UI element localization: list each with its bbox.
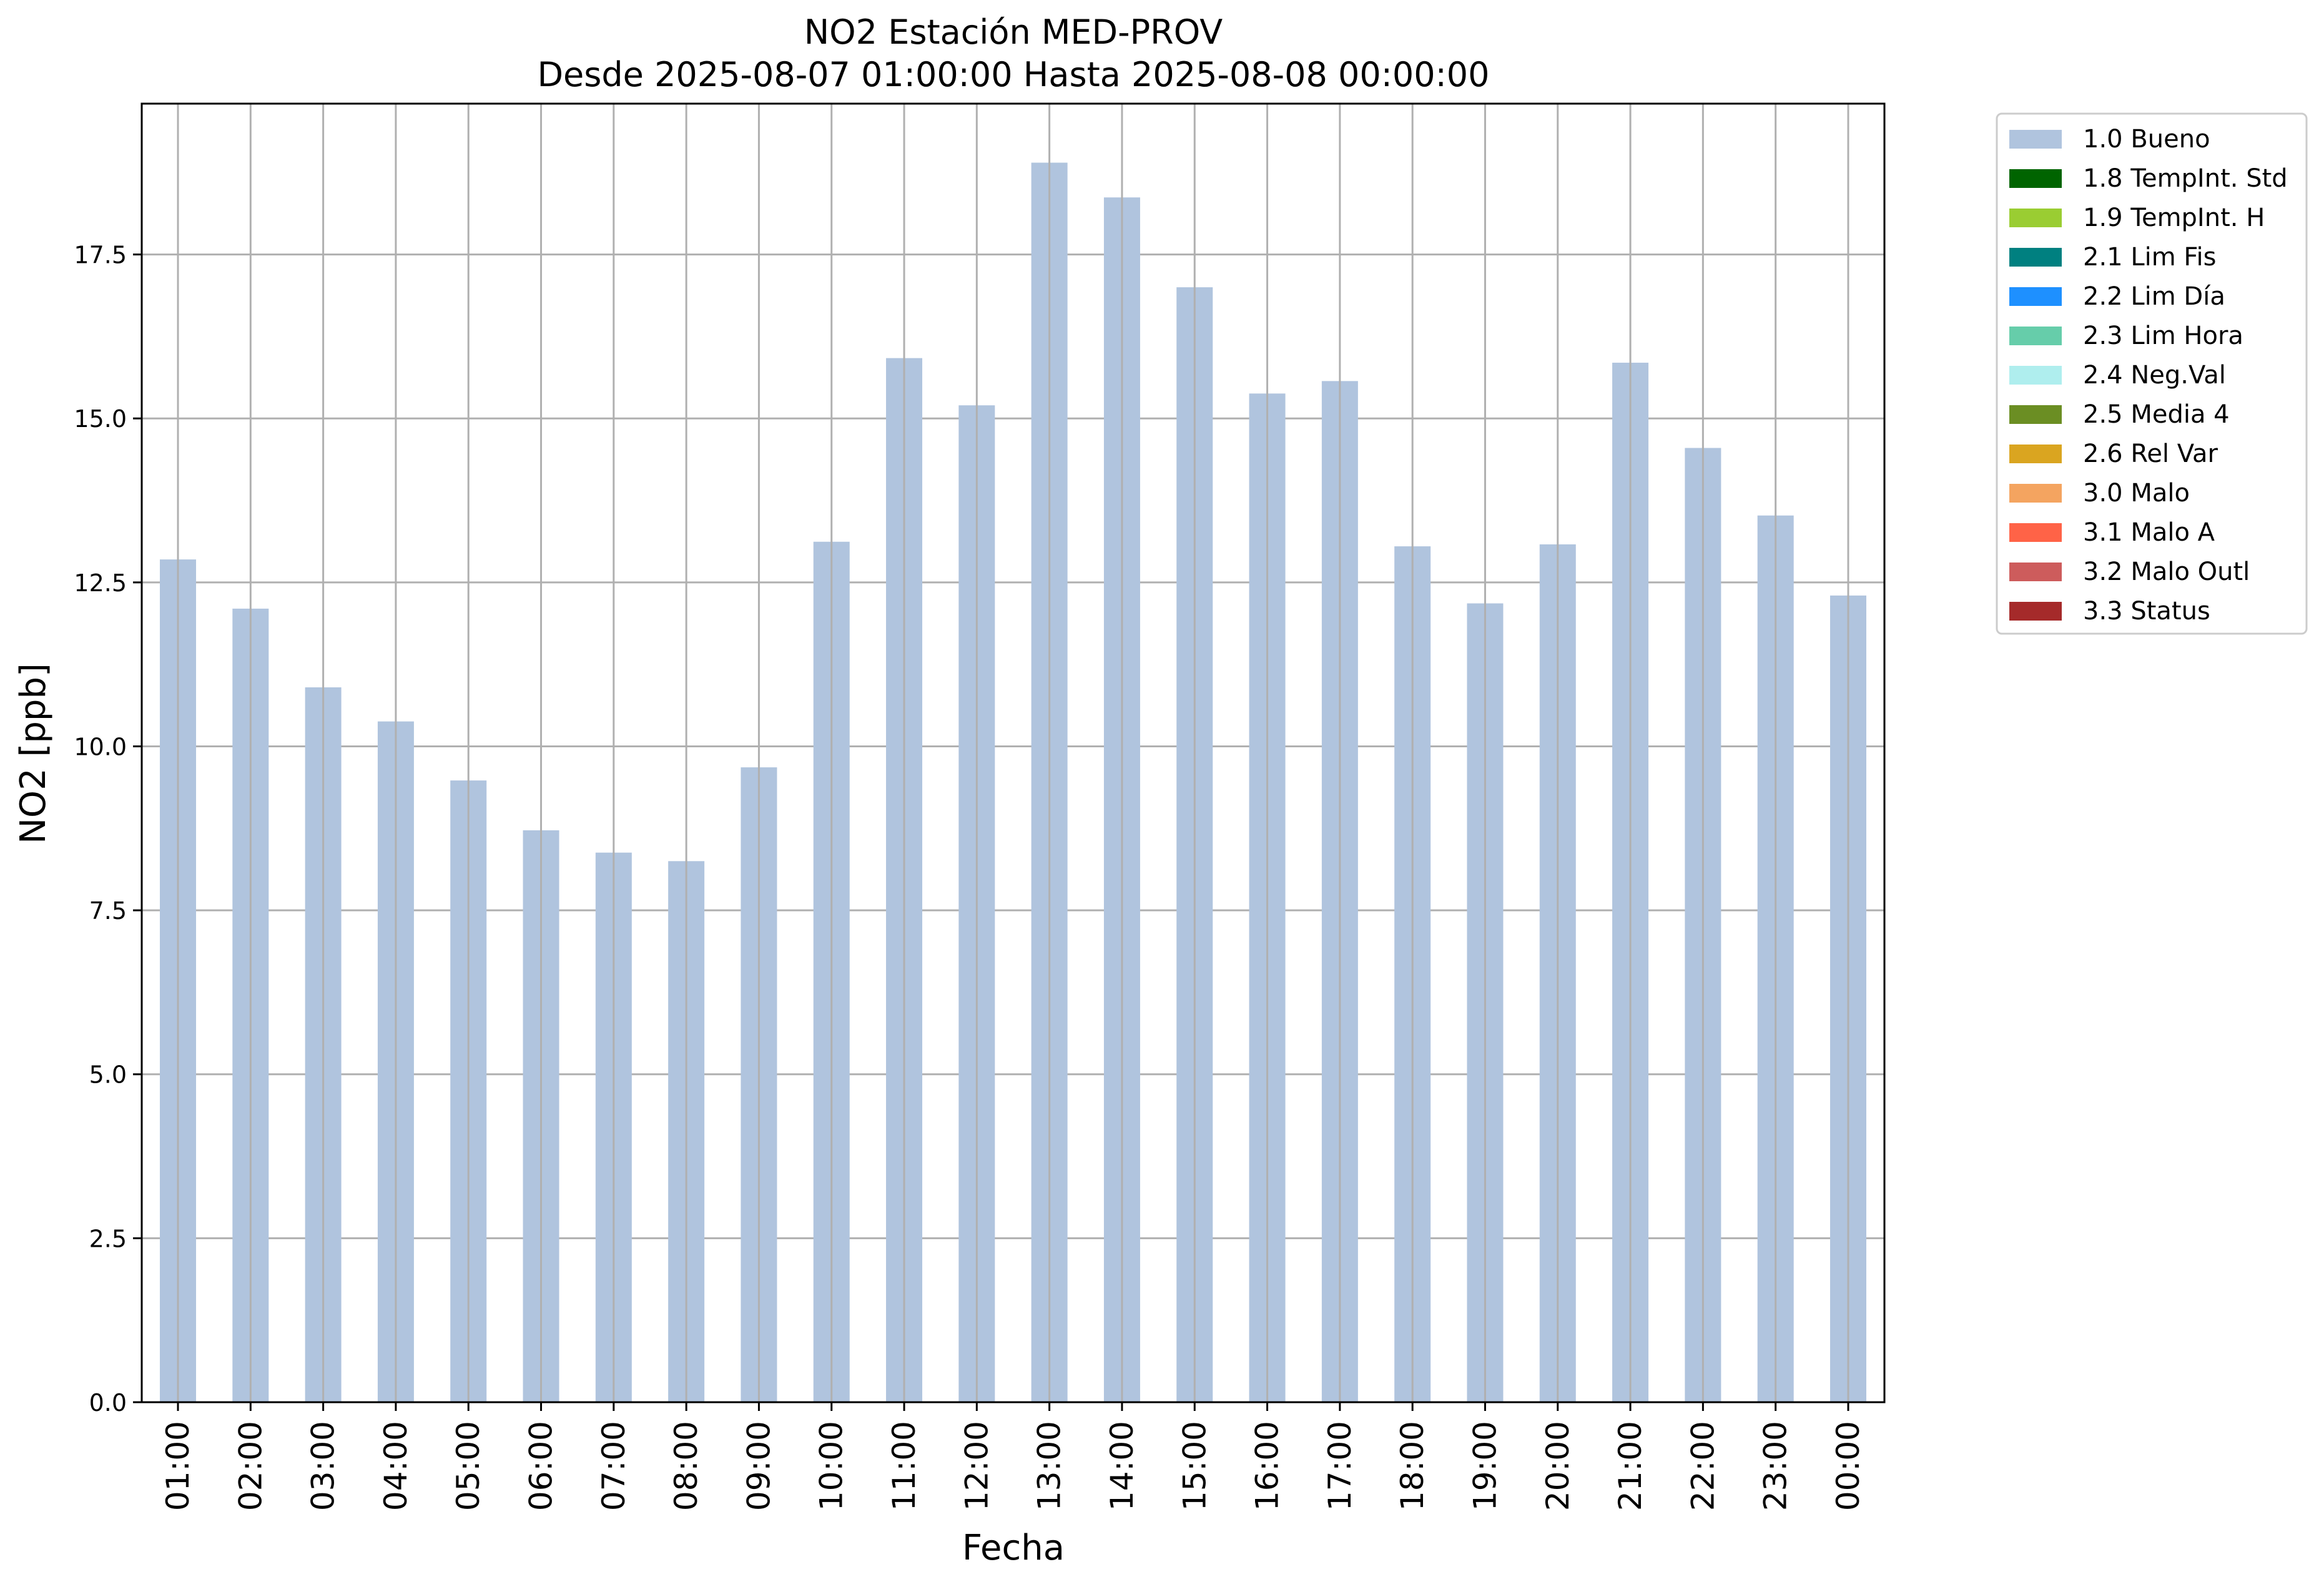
legend-swatch — [2009, 366, 2062, 385]
x-tick-label: 10:00 — [814, 1421, 850, 1511]
x-tick-label: 08:00 — [668, 1421, 704, 1511]
x-tick-label: 01:00 — [160, 1421, 196, 1511]
x-tick-label: 15:00 — [1176, 1421, 1213, 1511]
x-tick-label: 19:00 — [1467, 1421, 1503, 1511]
x-tick-label: 12:00 — [958, 1421, 995, 1511]
legend-label: 1.9 TempInt. H — [2083, 204, 2265, 232]
chart-subtitle: Desde 2025-08-07 01:00:00 Hasta 2025-08-… — [537, 55, 1489, 94]
y-tick-label: 17.5 — [74, 242, 127, 269]
x-tick-label: 11:00 — [886, 1421, 922, 1511]
legend-swatch — [2009, 484, 2062, 503]
legend-label: 3.1 Malo A — [2083, 518, 2215, 547]
y-tick-label: 2.5 — [89, 1225, 127, 1252]
legend-label: 1.0 Bueno — [2083, 125, 2210, 154]
legend-label: 2.5 Media 4 — [2083, 400, 2230, 429]
legend-label: 2.3 Lim Hora — [2083, 322, 2243, 350]
legend-label: 2.6 Rel Var — [2083, 440, 2218, 468]
x-tick-label: 00:00 — [1830, 1421, 1866, 1511]
legend-label: 2.1 Lim Fis — [2083, 243, 2216, 272]
x-tick-label: 05:00 — [450, 1421, 486, 1511]
legend-label: 3.2 Malo Outl — [2083, 558, 2250, 586]
y-tick-label: 12.5 — [74, 569, 127, 597]
legend-swatch — [2009, 209, 2062, 227]
legend-label: 1.8 TempInt. Std — [2083, 164, 2288, 193]
grid-lines — [142, 253, 1884, 1403]
x-axis-label: Fecha — [962, 1528, 1065, 1568]
legend-label: 2.4 Neg.Val — [2083, 361, 2226, 390]
legend-swatch — [2009, 445, 2062, 463]
y-tick-label: 10.0 — [74, 733, 127, 760]
y-tick-label: 15.0 — [74, 405, 127, 433]
legend-label: 2.2 Lim Día — [2083, 282, 2225, 311]
y-tick-label: 5.0 — [89, 1061, 127, 1089]
y-axis-label: NO2 [ppb] — [13, 663, 54, 844]
legend-swatch — [2009, 523, 2062, 542]
legend-swatch — [2009, 563, 2062, 581]
x-tick-label: 17:00 — [1322, 1421, 1358, 1511]
x-tick-label: 20:00 — [1540, 1421, 1576, 1511]
y-tick-label: 7.5 — [89, 897, 127, 925]
chart-title: NO2 Estación MED-PROV — [804, 12, 1223, 52]
x-tick-label: 18:00 — [1394, 1421, 1430, 1511]
legend-label: 3.3 Status — [2083, 597, 2210, 626]
x-tick-label: 14:00 — [1104, 1421, 1140, 1511]
legend: 1.0 Bueno 1.8 TempInt. Std 1.9 TempInt. H 2… — [1996, 112, 2308, 635]
bars — [160, 162, 1866, 1403]
x-tick-label: 22:00 — [1685, 1421, 1721, 1511]
legend-swatch — [2009, 405, 2062, 424]
x-tick-label: 16:00 — [1249, 1421, 1286, 1511]
x-tick-label: 21:00 — [1612, 1421, 1648, 1511]
vertical-grid-lines — [177, 104, 1849, 1402]
plot-frame — [140, 102, 1886, 1403]
legend-swatch — [2009, 602, 2062, 621]
x-tick-label: 03:00 — [305, 1421, 342, 1511]
legend-label: 3.0 Malo — [2083, 479, 2190, 508]
y-tick-label: 0.0 — [89, 1389, 127, 1417]
x-tick-label: 07:00 — [596, 1421, 632, 1511]
legend-swatch — [2009, 169, 2062, 188]
legend-swatch — [2009, 130, 2062, 149]
legend-frame — [1996, 112, 2308, 635]
legend-swatch — [2009, 287, 2062, 306]
x-tick-label: 09:00 — [741, 1421, 777, 1511]
x-tick-label: 04:00 — [378, 1421, 414, 1511]
y-axis-ticks: 0.0 2.5 5.0 7.5 10.0 12.5 15.0 17.5 — [74, 242, 142, 1417]
x-axis-ticks: 01:00 02:00 03:00 04:00 05:00 06:00 07:00 08:00… — [160, 1402, 1866, 1511]
legend-swatch — [2009, 327, 2062, 345]
x-tick-label: 13:00 — [1032, 1421, 1068, 1511]
x-tick-label: 02:00 — [232, 1421, 268, 1511]
legend-swatch — [2009, 248, 2062, 267]
x-tick-label: 23:00 — [1758, 1421, 1794, 1511]
x-tick-label: 06:00 — [523, 1421, 559, 1511]
